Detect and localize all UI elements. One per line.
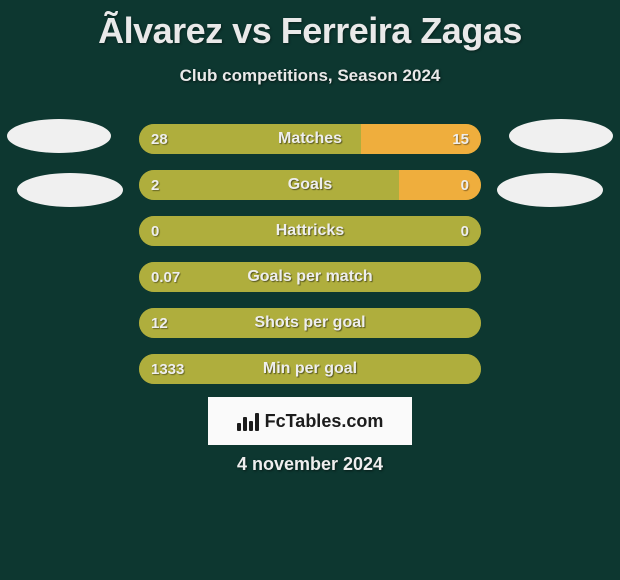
bar-fill-left xyxy=(139,262,481,292)
stat-row: 2815Matches xyxy=(139,124,481,154)
page-title: Ãlvarez vs Ferreira Zagas xyxy=(0,0,620,52)
stat-value-left: 2 xyxy=(151,170,159,200)
stat-row: 00Hattricks xyxy=(139,216,481,246)
bar-fill-left xyxy=(139,170,399,200)
stat-value-left: 1333 xyxy=(151,354,184,384)
bar-track xyxy=(139,170,481,200)
bar-fill-left xyxy=(139,308,481,338)
bar-track xyxy=(139,308,481,338)
stat-value-left: 28 xyxy=(151,124,168,154)
stat-value-left: 12 xyxy=(151,308,168,338)
logo-bars-icon xyxy=(237,411,259,431)
avatar-left-2 xyxy=(17,173,123,207)
stat-row: 20Goals xyxy=(139,170,481,200)
bar-track xyxy=(139,354,481,384)
stat-value-right: 0 xyxy=(461,216,469,246)
stat-value-left: 0.07 xyxy=(151,262,180,292)
logo-box: FcTables.com xyxy=(208,397,412,445)
stat-bars: 2815Matches20Goals00Hattricks0.07Goals p… xyxy=(139,124,481,400)
stat-row: 0.07Goals per match xyxy=(139,262,481,292)
logo-text: FcTables.com xyxy=(265,411,384,432)
stat-value-right: 15 xyxy=(452,124,469,154)
date: 4 november 2024 xyxy=(0,454,620,475)
bar-fill-left xyxy=(139,124,361,154)
bar-fill-left xyxy=(139,354,481,384)
avatar-right-1 xyxy=(509,119,613,153)
stat-row: 1333Min per goal xyxy=(139,354,481,384)
bar-track xyxy=(139,124,481,154)
bar-track xyxy=(139,262,481,292)
avatar-left-1 xyxy=(7,119,111,153)
bar-track xyxy=(139,216,481,246)
stat-row: 12Shots per goal xyxy=(139,308,481,338)
stat-value-left: 0 xyxy=(151,216,159,246)
avatar-right-2 xyxy=(497,173,603,207)
stat-value-right: 0 xyxy=(461,170,469,200)
bar-fill-left xyxy=(139,216,481,246)
subtitle: Club competitions, Season 2024 xyxy=(0,66,620,86)
